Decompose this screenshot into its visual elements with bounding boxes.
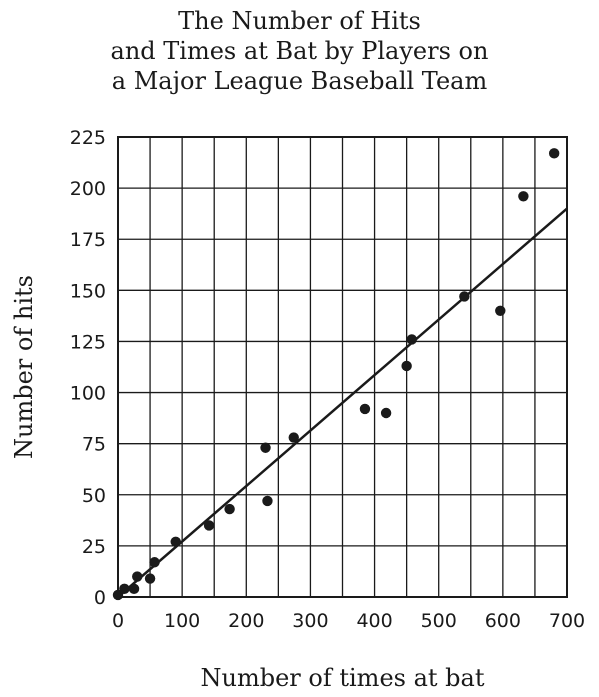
- tick-labels: 0 100 200 300 400 500 600 700 0 25 50 75 100 125 150 17…: [70, 127, 585, 632]
- data-point: [170, 536, 181, 547]
- x-tick-label: 700: [549, 610, 585, 632]
- data-point: [518, 191, 529, 202]
- x-axis-title: Number of times at bat: [201, 664, 485, 692]
- x-tick-label: 600: [485, 610, 521, 632]
- chart-title-line-3: a Major League Baseball Team: [111, 67, 488, 95]
- trend-line: [117, 207, 568, 598]
- chart-title: The Number of Hits and Times at Bat by P…: [0, 6, 599, 96]
- data-point: [288, 432, 299, 443]
- y-tick-label: 200: [70, 178, 106, 200]
- data-point: [262, 495, 273, 507]
- data-point: [224, 503, 235, 515]
- y-tick-label: 225: [70, 127, 106, 149]
- x-tick-label: 300: [292, 610, 328, 632]
- data-point: [128, 583, 140, 595]
- x-tick-label: 0: [112, 610, 124, 632]
- data-point: [459, 291, 470, 302]
- y-tick-label: 0: [94, 587, 106, 609]
- y-tick-label: 75: [82, 434, 106, 456]
- x-tick-label: 200: [228, 610, 264, 632]
- data-point: [401, 360, 412, 372]
- data-point: [548, 148, 560, 159]
- data-point: [495, 305, 506, 316]
- y-tick-label: 100: [70, 383, 106, 405]
- data-point: [359, 403, 371, 415]
- y-tick-label: 125: [70, 331, 106, 353]
- y-tick-label: 150: [70, 280, 106, 302]
- data-points: [112, 148, 560, 601]
- data-point: [144, 573, 156, 584]
- trend-line-group: [117, 207, 568, 598]
- data-point: [406, 334, 417, 345]
- data-point: [260, 442, 271, 453]
- plot-frame: [117, 136, 568, 598]
- data-point: [203, 520, 215, 531]
- chart-title-line-1: The Number of Hits: [178, 7, 421, 35]
- x-tick-label: 400: [356, 610, 392, 632]
- x-tick-label: 100: [164, 610, 200, 632]
- y-tick-label: 175: [70, 229, 106, 251]
- grid-lines: [117, 136, 568, 598]
- data-point: [380, 407, 392, 419]
- y-tick-label: 25: [82, 536, 106, 558]
- y-tick-label: 50: [82, 485, 106, 507]
- data-point: [149, 557, 160, 568]
- chart-title-line-2: and Times at Bat by Players on: [110, 37, 489, 65]
- data-point: [132, 571, 143, 582]
- data-point: [119, 583, 130, 595]
- x-tick-label: 500: [421, 610, 457, 632]
- y-axis-title: Number of hits: [10, 275, 38, 459]
